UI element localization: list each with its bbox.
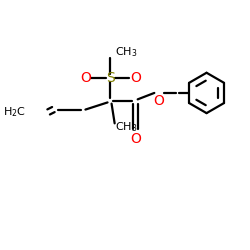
Text: O: O <box>130 132 141 146</box>
Text: S: S <box>106 70 115 85</box>
Text: O: O <box>80 70 91 85</box>
Text: H$_2$C: H$_2$C <box>3 105 26 119</box>
Text: O: O <box>154 94 164 108</box>
Text: CH$_3$: CH$_3$ <box>115 120 138 134</box>
Text: O: O <box>130 70 141 85</box>
Text: CH$_3$: CH$_3$ <box>115 46 138 60</box>
